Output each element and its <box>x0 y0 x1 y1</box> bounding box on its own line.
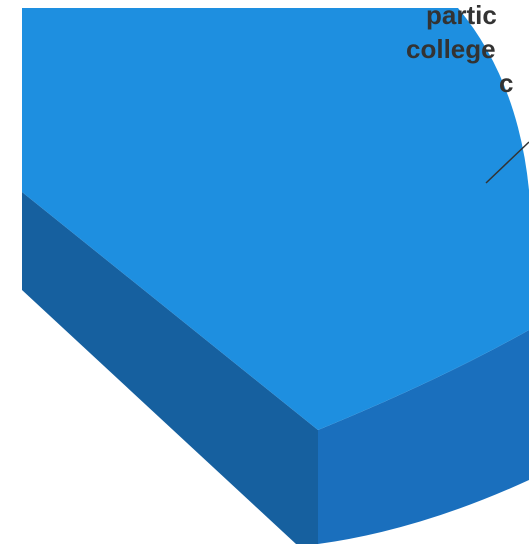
slice-label-line-1: partic <box>426 0 497 30</box>
slice-label: partic college c <box>406 0 513 98</box>
pie-slice-side <box>22 192 529 544</box>
slice-label-line-2: college <box>406 34 496 64</box>
pie-slice-top <box>22 8 529 430</box>
pie-slice-side-right <box>318 330 529 544</box>
slice-label-line-3: c <box>499 68 513 98</box>
pie-slice-side-left <box>22 192 318 544</box>
leader-line <box>485 141 529 184</box>
